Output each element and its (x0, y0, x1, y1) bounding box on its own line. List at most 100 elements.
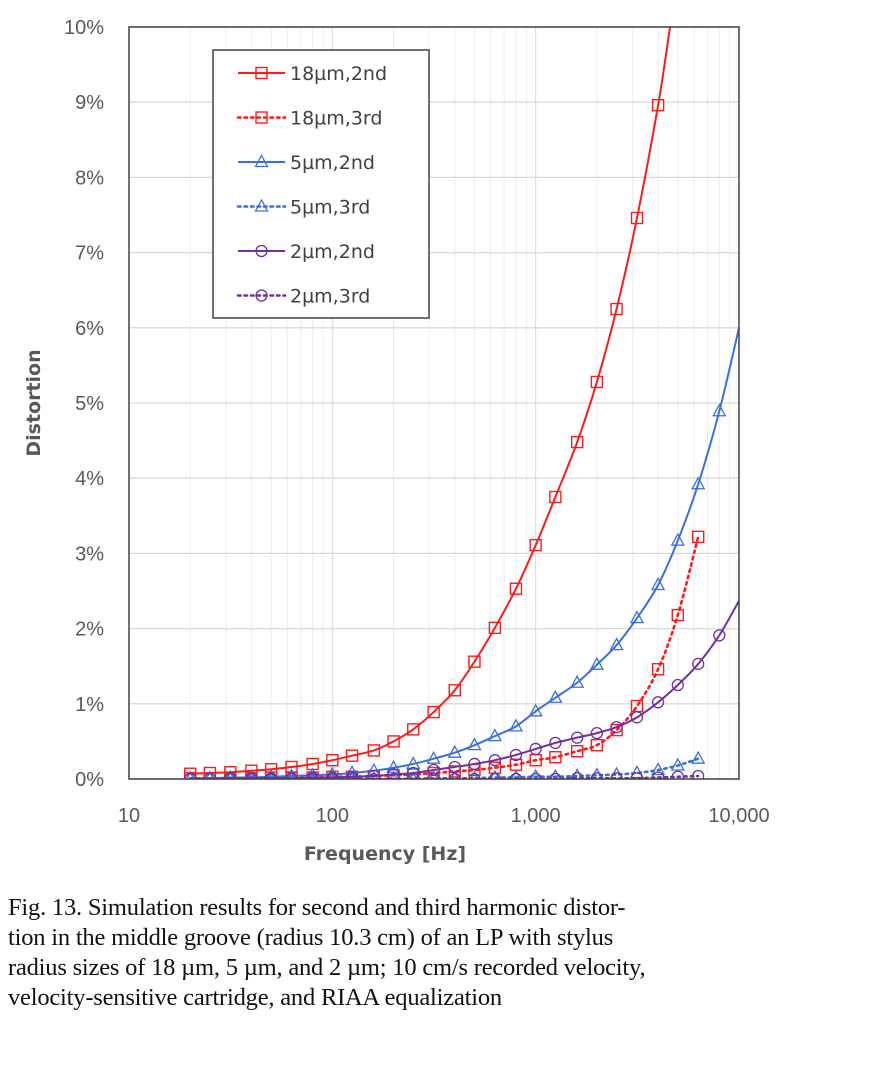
data-point (450, 770, 460, 779)
series-18-m-2nd (184, 27, 672, 779)
data-point (203, 772, 217, 779)
data-point (530, 768, 542, 779)
data-point (264, 772, 278, 779)
x-tick-label: 100 (316, 805, 349, 827)
legend-label: 5µm,2nd (290, 152, 375, 174)
data-point (529, 742, 542, 756)
data-point (629, 765, 645, 779)
data-point (691, 750, 706, 764)
y-tick-label: 0% (75, 769, 104, 791)
legend-marker-icon (255, 289, 268, 302)
data-point (651, 663, 665, 676)
data-point (488, 621, 502, 635)
data-point (264, 763, 278, 776)
data-point (448, 684, 461, 697)
data-point (712, 403, 727, 417)
data-point (571, 772, 584, 779)
data-point (610, 772, 623, 779)
caption-line: radius sizes of 18 µm, 5 µm, and 2 µm; 1… (8, 954, 646, 981)
data-point (306, 772, 319, 779)
data-point (713, 629, 726, 642)
data-point (489, 769, 500, 779)
legend-entry: 18µm,3rd (236, 108, 382, 130)
series-line (190, 27, 672, 775)
data-point (468, 757, 481, 771)
x-tick-label: 1,000 (511, 805, 561, 827)
data-point (571, 768, 584, 779)
data-point (650, 762, 666, 776)
y-tick-label: 4% (75, 468, 104, 490)
legend-entry: 18µm,2nd (238, 63, 387, 85)
data-point (589, 656, 604, 670)
series-line (190, 327, 739, 779)
data-point (447, 744, 462, 758)
data-point (427, 705, 440, 719)
data-point (549, 736, 562, 750)
data-point (548, 689, 563, 703)
plot-frame (128, 26, 740, 780)
data-point (245, 772, 258, 779)
y-tick-label: 5% (75, 393, 104, 415)
data-point (691, 530, 705, 544)
data-point (570, 435, 584, 449)
data-point (345, 749, 359, 762)
data-point (651, 771, 665, 779)
data-point (670, 532, 685, 546)
data-point (345, 772, 359, 779)
y-tick-label: 6% (75, 318, 104, 340)
data-point (610, 720, 623, 734)
data-point (590, 375, 604, 389)
data-point (508, 718, 524, 732)
data-point (467, 737, 482, 751)
data-point (549, 768, 561, 779)
data-point (529, 538, 542, 552)
data-point (671, 770, 684, 779)
data-point (407, 772, 420, 779)
legend-label: 18µm,3rd (290, 108, 382, 130)
data-point (630, 711, 644, 724)
data-point (406, 756, 421, 770)
distortion-chart: 0% 1% 2% 3% 4% 5% 6% 7% 8% 9% 10% 10 100 1,000 10,000… (23, 17, 770, 865)
data-point (510, 769, 522, 779)
data-point (225, 769, 236, 779)
data-point (630, 211, 644, 225)
legend-label: 5µm,3rd (290, 197, 370, 219)
y-axis-ticks: 0% 1% 2% 3% 4% 5% 6% 7% 8% 9% 10% (64, 17, 104, 791)
data-point (590, 738, 604, 752)
data-point (448, 760, 461, 774)
data-point (651, 99, 665, 112)
data-point (326, 772, 339, 779)
x-tick-label: 10,000 (708, 805, 769, 827)
data-point (246, 769, 257, 779)
data-point (692, 657, 705, 671)
legend-entry: 2µm,3rd (236, 286, 370, 308)
data-point (590, 726, 604, 740)
data-point (468, 655, 481, 668)
series-line (188, 535, 700, 779)
y-axis-title: Distortion (23, 349, 45, 456)
data-point (671, 678, 684, 692)
data-point (367, 744, 381, 757)
series-18-m-3rd (184, 530, 705, 779)
x-axis-ticks: 10 100 1,000 10,000 (118, 805, 770, 827)
data-point (670, 757, 685, 771)
data-point (651, 696, 665, 709)
legend-box (212, 49, 430, 319)
series-line (188, 774, 700, 779)
data-point (387, 768, 400, 779)
data-point (387, 772, 400, 779)
figure-caption: Fig. 13. Simulation results for second a… (8, 893, 868, 1013)
data-point (509, 748, 523, 762)
legend-entry: 2µm,2nd (238, 241, 375, 263)
data-point (650, 577, 666, 591)
y-tick-label: 2% (75, 619, 104, 641)
data-point (691, 476, 706, 490)
data-point (570, 744, 584, 758)
caption-line: velocity-sensitive cartridge, and RIAA e… (8, 984, 502, 1011)
data-point (630, 772, 644, 779)
legend-marker-icon (255, 244, 268, 258)
data-point (549, 772, 562, 779)
legend-marker-icon (255, 66, 268, 80)
y-tick-label: 1% (75, 694, 104, 716)
x-axis-title: Frequency [Hz] (304, 843, 466, 865)
